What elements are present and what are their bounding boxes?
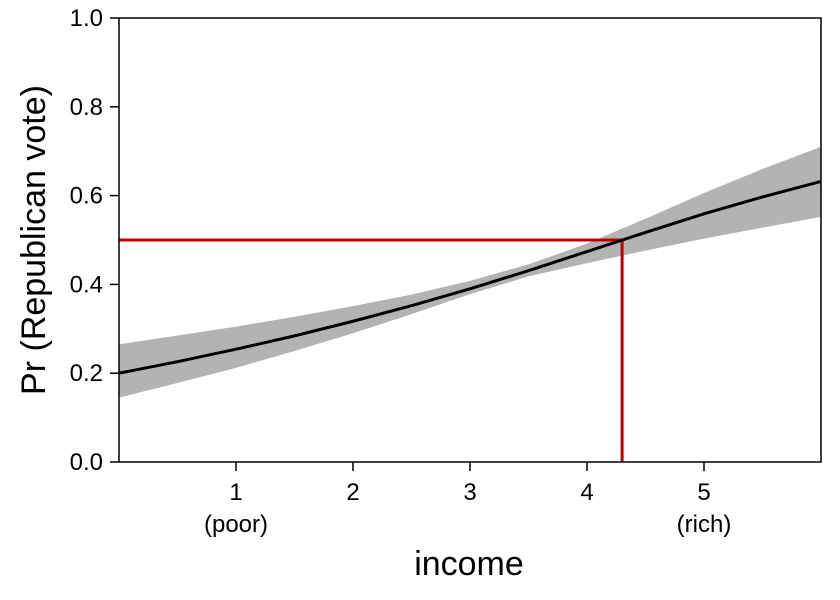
y-tick-label: 0.6 [70, 183, 103, 210]
fitted-curve [119, 179, 821, 375]
x-tick-sublabel: (rich) [677, 511, 732, 538]
plot-area [119, 146, 821, 462]
x-tick-label: 3 [463, 479, 476, 506]
axes: 0.0 0.2 0.4 0.6 0.8 1.0 1 (poor) 2 3 4 5 (rich) [70, 5, 822, 538]
x-tick-label: 4 [580, 479, 593, 506]
y-tick-label: 0.0 [70, 449, 103, 476]
confidence-band [119, 146, 821, 398]
y-tick-label: 1.0 [70, 5, 103, 32]
y-tick-label: 0.2 [70, 360, 103, 387]
x-tick-sublabel: (poor) [204, 511, 268, 538]
x-axis-title: income [414, 545, 524, 583]
y-tick-label: 0.4 [70, 271, 103, 298]
x-tick-label: 5 [697, 479, 710, 506]
y-tick-label: 0.8 [70, 94, 103, 121]
x-tick-label: 2 [346, 479, 359, 506]
y-axis-title: Pr (Republican vote) [15, 85, 53, 395]
x-tick-label: 1 [229, 479, 242, 506]
